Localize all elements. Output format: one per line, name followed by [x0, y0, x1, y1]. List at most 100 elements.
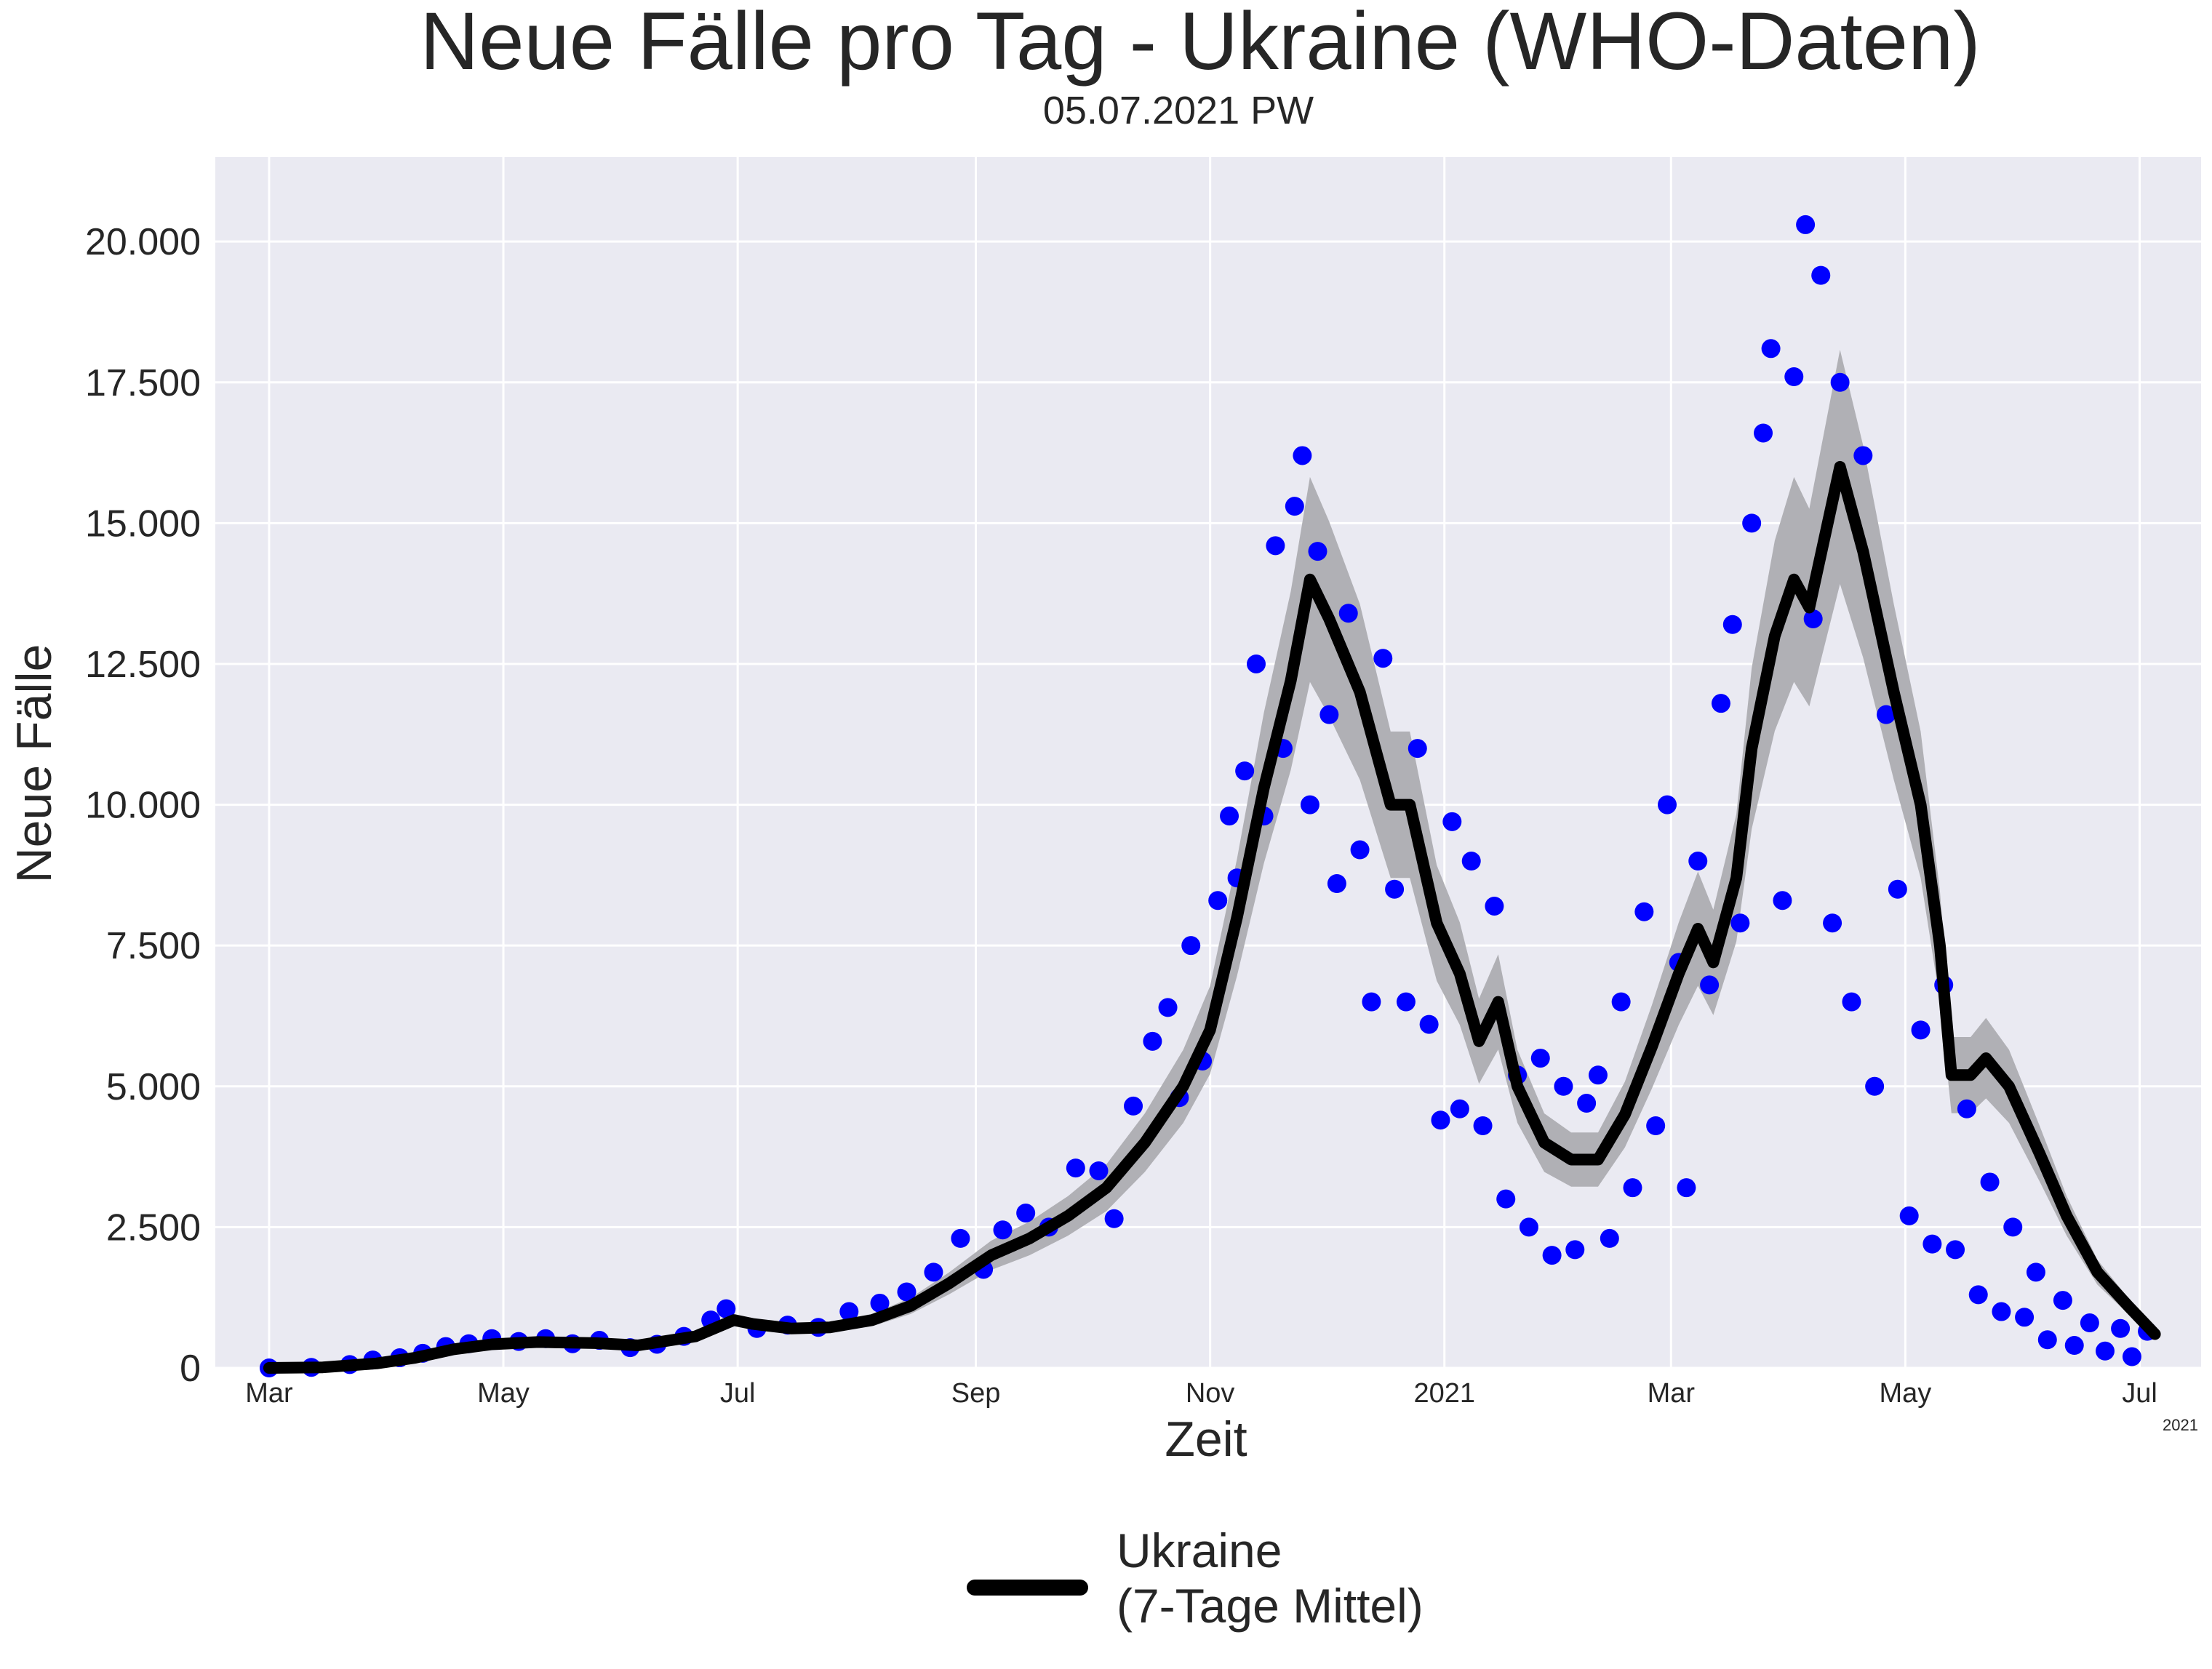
- data-point: [1016, 1204, 1036, 1223]
- data-point: [1181, 936, 1201, 956]
- data-point: [1658, 795, 1677, 815]
- data-point: [1634, 902, 1654, 921]
- x-tick-label: Mar: [1648, 1378, 1696, 1409]
- data-point: [1530, 1049, 1550, 1068]
- data-point: [1408, 739, 1427, 759]
- y-tick-label: 2.500: [106, 1206, 201, 1249]
- y-tick-label: 20.000: [85, 221, 201, 263]
- data-point: [1830, 372, 1850, 392]
- data-point: [716, 1299, 736, 1318]
- data-point: [1968, 1285, 1988, 1305]
- data-point: [1823, 913, 1842, 933]
- data-point: [1700, 975, 1720, 995]
- x-tick-label: May: [1880, 1378, 1932, 1409]
- legend-label: Ukraine (7-Tage Mittel): [1117, 1524, 1424, 1633]
- data-point: [1646, 1116, 1666, 1135]
- data-point: [1089, 1161, 1109, 1180]
- data-point: [1208, 891, 1228, 910]
- data-point: [1600, 1228, 1619, 1248]
- data-point: [1865, 1076, 1885, 1096]
- data-point: [1842, 992, 1861, 1012]
- data-point: [1285, 497, 1304, 516]
- data-point: [2015, 1308, 2035, 1327]
- data-point: [1980, 1172, 2000, 1192]
- plot-area: [215, 157, 2201, 1368]
- legend: Ukraine (7-Tage Mittel): [967, 1524, 1424, 1633]
- data-point: [1554, 1076, 1573, 1096]
- x-tick-label: May: [477, 1378, 530, 1409]
- y-axis-label: Neue Fälle: [7, 644, 62, 884]
- y-tick-label: 7.500: [106, 925, 201, 967]
- legend-label-line-1: Ukraine: [1117, 1524, 1282, 1577]
- y-tick-label: 12.500: [85, 644, 201, 686]
- data-point: [1711, 694, 1730, 713]
- data-point: [1911, 1020, 1930, 1040]
- data-point: [1235, 761, 1255, 781]
- data-point: [1485, 896, 1504, 916]
- data-point: [1803, 609, 1823, 629]
- data-point: [1623, 1178, 1642, 1198]
- data-point: [1611, 992, 1631, 1012]
- data-point: [1396, 992, 1416, 1012]
- y-tick-label: 10.000: [85, 785, 201, 827]
- data-point: [2037, 1330, 2057, 1350]
- data-point: [1519, 1217, 1538, 1237]
- chart-title: Neue Fälle pro Tag - Ukraine (WHO-Daten): [420, 0, 1980, 87]
- data-point: [1773, 891, 1792, 910]
- data-point: [1577, 1094, 1597, 1113]
- x-tick-label: Nov: [1186, 1378, 1235, 1409]
- data-point: [1385, 879, 1405, 899]
- data-point: [897, 1282, 917, 1302]
- data-point: [839, 1302, 859, 1321]
- data-point: [1688, 852, 1708, 871]
- chart-subtitle: 05.07.2021 PW: [1043, 89, 1314, 132]
- data-point: [870, 1293, 890, 1313]
- data-point: [1220, 807, 1239, 826]
- data-point: [1431, 1110, 1450, 1130]
- data-point: [1362, 992, 1381, 1012]
- data-point: [2111, 1318, 2131, 1338]
- data-point: [1922, 1234, 1942, 1254]
- data-point: [2095, 1341, 2115, 1361]
- data-point: [1461, 852, 1481, 871]
- data-point: [1104, 1209, 1124, 1228]
- data-point: [2122, 1347, 2141, 1366]
- data-point: [2003, 1217, 2023, 1237]
- data-point: [2064, 1336, 2084, 1356]
- data-point: [1293, 446, 1312, 465]
- mean-line: [263, 460, 2161, 1374]
- data-point: [1888, 879, 1907, 899]
- data-point: [1730, 913, 1750, 933]
- data-point: [1124, 1096, 1143, 1116]
- data-point: [1450, 1099, 1469, 1118]
- data-point: [1300, 795, 1319, 815]
- data-point: [1677, 1178, 1696, 1198]
- data-point: [1588, 1065, 1608, 1085]
- data-point: [924, 1262, 943, 1282]
- axis-ticks: 0 2.500 5.000 7.500 10.000 12.500 15.000 17.500…: [85, 221, 2157, 1409]
- data-point: [1473, 1116, 1493, 1135]
- x-tick-label: Jul: [720, 1378, 756, 1409]
- data-point: [1992, 1302, 2011, 1321]
- mean-line-path: [263, 460, 2161, 1374]
- legend-label-line-2: (7-Tage Mittel): [1117, 1579, 1424, 1633]
- data-point: [1350, 840, 1370, 860]
- y-tick-label: 0: [180, 1348, 201, 1390]
- y-tick-label: 17.500: [85, 362, 201, 404]
- x-tick-label: Jul: [2122, 1378, 2157, 1409]
- x-tick-label: Sep: [951, 1378, 1001, 1409]
- data-point: [1419, 1014, 1439, 1034]
- x-tick-label: Mar: [245, 1378, 293, 1409]
- x-axis-offset-label: 2021: [2163, 1416, 2198, 1434]
- y-tick-label: 15.000: [85, 503, 201, 545]
- data-point: [1373, 649, 1393, 668]
- data-point: [1722, 615, 1742, 634]
- x-axis-label: Zeit: [1165, 1412, 1247, 1467]
- data-point: [1957, 1099, 1976, 1118]
- data-point: [1308, 542, 1327, 561]
- data-point: [1319, 705, 1339, 724]
- data-point: [993, 1220, 1013, 1240]
- data-point: [1761, 339, 1781, 359]
- data-point: [1247, 654, 1266, 673]
